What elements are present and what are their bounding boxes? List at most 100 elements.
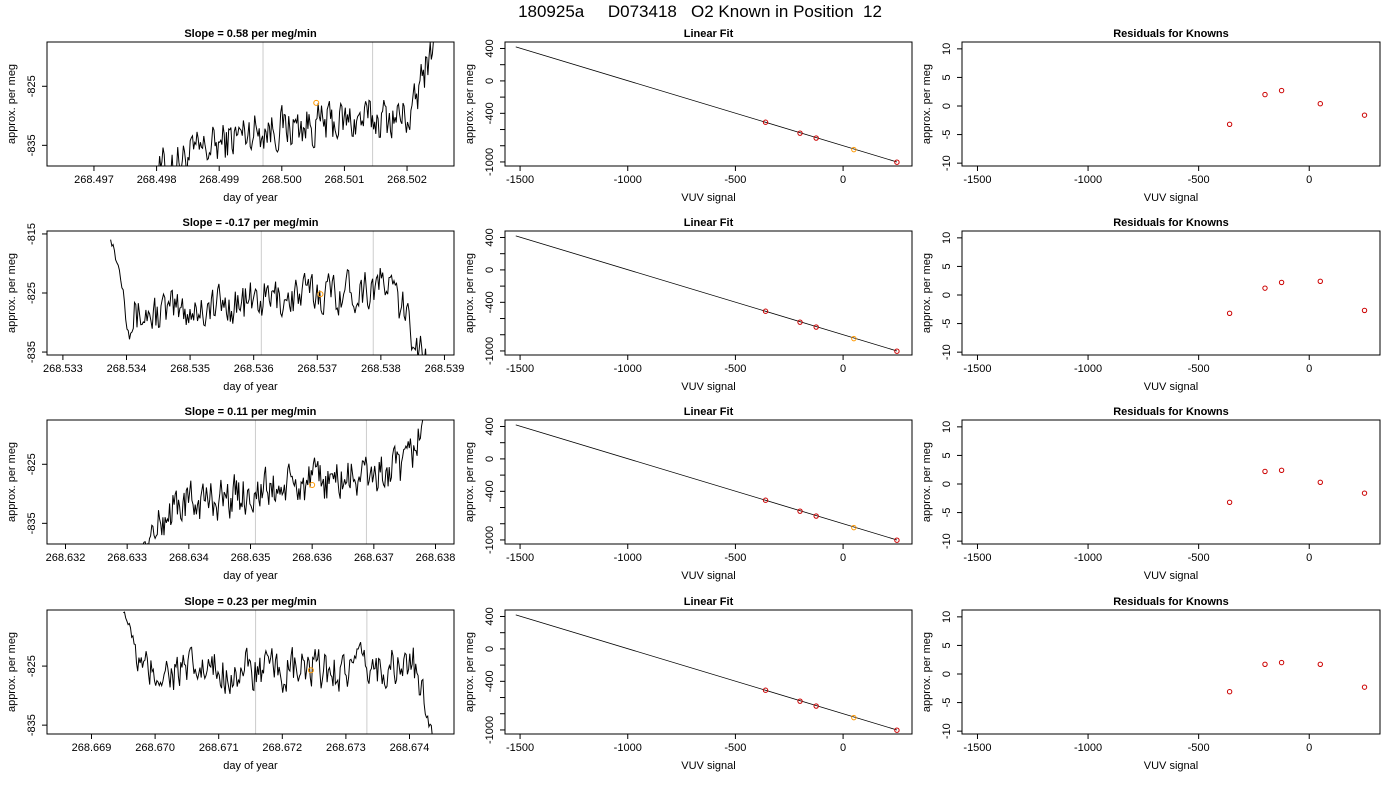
y-tick-label: -5 — [941, 698, 953, 708]
panel-timeseries-3: Slope = 0.11 per meg/min 268.632 268.633 26… — [6, 406, 455, 582]
panel-title: Linear Fit — [684, 28, 734, 40]
panel-title: Slope = 0.58 per meg/min — [184, 28, 317, 40]
panel-timeseries-2: Slope = -0.17 per meg/min 268.533 268.534 2… — [6, 217, 464, 393]
x-tick-label: 268.637 — [354, 552, 394, 564]
y-tick-label: 0 — [941, 103, 953, 109]
data-trace — [110, 239, 427, 355]
y-tick-label: 400 — [484, 417, 496, 435]
x-axis-label: day of year — [223, 570, 278, 582]
x-tick-label: 268.501 — [325, 174, 365, 186]
x-tick-label: -500 — [1188, 363, 1210, 375]
plot-area — [1226, 278, 1368, 316]
x-tick-label: -1500 — [963, 363, 991, 375]
y-tick-label: 0 — [484, 646, 496, 652]
data-point — [1226, 310, 1233, 316]
x-tick-label: -500 — [1188, 174, 1210, 186]
fit-line — [515, 46, 898, 163]
y-tick-label: -400 — [484, 670, 496, 692]
data-point — [797, 319, 803, 325]
x-tick-label: -500 — [724, 552, 746, 564]
data-point — [1278, 467, 1285, 473]
y-tick-label: 0 — [484, 267, 496, 273]
y-tick-label: 10 — [941, 421, 953, 433]
panel-title: Residuals for Knowns — [1113, 406, 1229, 418]
panel-title: Slope = 0.23 per meg/min — [184, 596, 317, 608]
y-tick-label: -10 — [941, 155, 953, 171]
x-tick-label: 268.539 — [425, 363, 465, 375]
x-tick-label: 0 — [840, 363, 846, 375]
x-tick-label: 0 — [1306, 363, 1312, 375]
x-tick-label: 268.502 — [387, 174, 427, 186]
x-tick-label: 268.632 — [46, 552, 86, 564]
plot-frame — [504, 419, 913, 545]
data-point — [1262, 285, 1268, 291]
plot-frame — [504, 609, 913, 735]
x-tick-label: 268.536 — [234, 363, 274, 375]
y-axis-label: approx. per meg — [921, 64, 933, 144]
data-point — [813, 513, 819, 519]
y-tick-label: 0 — [484, 456, 496, 462]
y-axis-label: approx. per meg — [464, 442, 476, 522]
data-point — [1278, 279, 1285, 286]
y-axis-label: approx. per meg — [921, 442, 933, 522]
plot-area — [158, 42, 434, 166]
x-tick-label: -1500 — [506, 174, 534, 186]
x-tick-label: 268.673 — [326, 742, 366, 754]
data-point — [1361, 112, 1368, 118]
y-tick-label: -1000 — [484, 148, 496, 176]
data-point — [1262, 661, 1268, 667]
y-axis-label: approx. per meg — [6, 253, 18, 333]
data-point — [1317, 278, 1323, 284]
panel-residuals-4: Residuals for Knowns -1500 -1000 -500 0 VUV s… — [921, 596, 1381, 772]
x-tick-label: 268.674 — [390, 742, 430, 754]
panel-timeseries-4: Slope = 0.23 per meg/min 268.669 268.670 26… — [6, 596, 455, 772]
data-point — [1262, 91, 1268, 98]
x-tick-label: 268.670 — [135, 742, 175, 754]
data-point — [894, 537, 900, 543]
x-tick-label: -1500 — [506, 552, 534, 564]
x-axis-label: day of year — [223, 381, 278, 393]
x-tick-label: 268.499 — [199, 174, 239, 186]
plot-frame — [504, 41, 913, 167]
data-point — [762, 497, 769, 503]
y-tick-label: -835 — [26, 714, 38, 736]
y-tick-label: -825 — [26, 75, 38, 97]
x-tick-label: 268.500 — [262, 174, 302, 186]
x-tick-label: -1000 — [1074, 552, 1102, 564]
y-axis-label: approx. per meg — [6, 442, 18, 522]
x-axis-label: VUV signal — [681, 570, 735, 582]
y-tick-label: -835 — [26, 341, 38, 363]
panel-linear-fit-3: Linear Fit -1500 -1000 -500 0 VUV signal 400 0 -… — [464, 406, 913, 582]
y-axis-label: approx. per meg — [6, 632, 18, 712]
x-tick-label: -500 — [724, 742, 746, 754]
data-point — [1361, 307, 1368, 314]
x-tick-label: -1000 — [1074, 174, 1102, 186]
y-tick-label: -815 — [26, 223, 38, 245]
data-point — [1278, 659, 1285, 666]
plot-area — [515, 235, 900, 354]
plot-frame — [46, 419, 455, 545]
data-point — [1226, 121, 1233, 127]
x-axis-label: VUV signal — [681, 760, 735, 772]
data-point — [797, 698, 803, 704]
x-axis-label: VUV signal — [1144, 570, 1198, 582]
y-tick-label: 10 — [941, 232, 953, 244]
y-axis-label: approx. per meg — [921, 253, 933, 333]
panel-title: Linear Fit — [684, 406, 734, 418]
data-point — [894, 727, 900, 733]
y-tick-label: 5 — [941, 74, 953, 80]
y-tick-label: 5 — [941, 452, 953, 458]
y-tick-label: 10 — [941, 611, 953, 623]
data-point — [1361, 490, 1368, 496]
x-tick-label: 268.537 — [297, 363, 337, 375]
x-tick-label: -1500 — [506, 363, 534, 375]
x-tick-label: -1000 — [1074, 363, 1102, 375]
known-marker — [309, 481, 316, 488]
x-tick-label: -500 — [1188, 742, 1210, 754]
x-tick-label: 0 — [1306, 552, 1312, 564]
y-tick-label: -835 — [26, 134, 38, 156]
x-tick-label: 268.633 — [107, 552, 147, 564]
known-marker — [317, 291, 324, 298]
x-tick-label: 268.535 — [170, 363, 210, 375]
y-tick-label: -825 — [26, 655, 38, 677]
